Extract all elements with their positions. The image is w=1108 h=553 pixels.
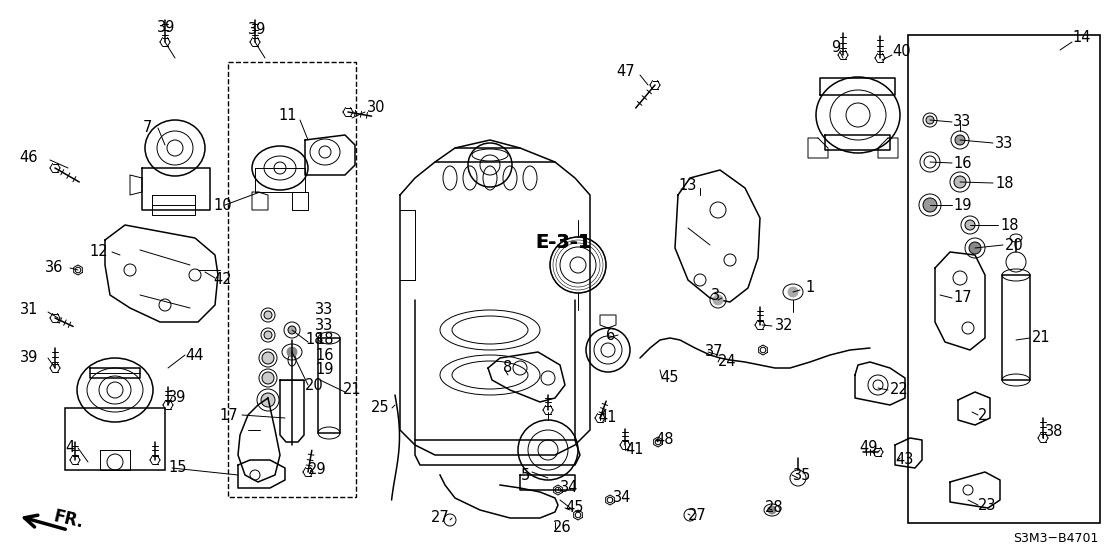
Text: 23: 23 [978,498,996,513]
Text: 43: 43 [895,452,913,467]
Text: 45: 45 [565,500,584,515]
Text: 33: 33 [995,135,1013,150]
Text: 20: 20 [1005,237,1024,253]
Text: 18: 18 [995,175,1014,190]
Text: 18: 18 [305,332,324,347]
Text: 46: 46 [20,150,38,165]
Text: 27: 27 [688,508,707,523]
Text: 7: 7 [143,121,152,135]
Text: 18: 18 [1001,217,1018,232]
Circle shape [923,198,937,212]
Text: 39: 39 [168,389,186,404]
Text: 33: 33 [315,302,334,317]
Text: 34: 34 [613,491,632,505]
Text: FR.: FR. [52,508,86,532]
Circle shape [261,352,274,364]
Text: 14: 14 [1073,30,1090,45]
Text: 22: 22 [890,383,909,398]
Text: 42: 42 [213,273,232,288]
Text: 4: 4 [65,441,75,456]
Text: 45: 45 [660,371,678,385]
Text: 16: 16 [315,347,334,363]
Bar [228,62,356,497]
Text: 25: 25 [371,400,390,415]
Bar [65,408,165,470]
Text: 44: 44 [185,347,204,363]
Text: 21: 21 [343,383,361,398]
Text: 16: 16 [953,155,972,170]
Text: 1: 1 [806,279,814,295]
Text: 24: 24 [718,354,737,369]
Text: 33: 33 [953,114,972,129]
Text: E-3-1: E-3-1 [535,233,592,253]
Text: 35: 35 [793,467,811,483]
Text: 29: 29 [308,462,327,477]
Bar [1002,275,1030,380]
Text: 19: 19 [953,197,972,212]
Circle shape [261,372,274,384]
Text: 38: 38 [1045,425,1064,440]
Text: 12: 12 [90,244,107,259]
Text: 5: 5 [521,467,530,483]
Text: 10: 10 [214,197,233,212]
Text: 32: 32 [774,317,793,332]
Text: 31: 31 [20,302,38,317]
Bar [318,338,340,433]
Text: 26: 26 [553,520,572,535]
Circle shape [954,176,966,188]
Circle shape [768,506,776,514]
Text: 47: 47 [616,65,635,80]
Text: 13: 13 [678,178,697,192]
Text: 9: 9 [831,40,840,55]
Text: 19: 19 [315,363,334,378]
Circle shape [714,295,724,305]
Text: 34: 34 [560,481,578,495]
Text: 39: 39 [157,20,175,35]
Text: 6: 6 [606,327,615,342]
Text: 15: 15 [168,461,186,476]
Text: 39: 39 [20,351,38,366]
Text: 21: 21 [1032,331,1050,346]
Text: 28: 28 [765,500,783,515]
Circle shape [264,311,271,319]
Text: S3M3−B4701: S3M3−B4701 [1013,531,1098,545]
Text: 36: 36 [44,260,63,275]
Circle shape [926,116,934,124]
Text: 11: 11 [278,107,297,123]
Text: 40: 40 [892,44,911,60]
Circle shape [261,393,275,407]
Text: 3: 3 [711,288,720,302]
Text: 17: 17 [953,290,972,305]
Circle shape [965,220,975,230]
Text: E-3-1: E-3-1 [535,233,592,253]
Circle shape [955,135,965,145]
Circle shape [788,287,798,297]
Text: 18: 18 [315,332,334,347]
Text: 20: 20 [305,378,324,393]
Text: 48: 48 [655,432,674,447]
Text: 30: 30 [367,101,386,116]
Text: 2: 2 [978,408,987,422]
Text: 41: 41 [598,410,616,425]
Bar [907,35,1100,523]
Text: 49: 49 [860,441,878,456]
Text: 41: 41 [625,442,644,457]
Text: 8: 8 [503,361,512,375]
Text: 17: 17 [219,408,238,422]
Circle shape [264,331,271,339]
Text: 39: 39 [248,23,266,38]
Circle shape [287,347,297,357]
Circle shape [970,242,981,254]
Text: 27: 27 [431,510,450,525]
Text: 33: 33 [315,317,334,332]
Circle shape [288,326,296,334]
Text: 37: 37 [705,345,724,359]
